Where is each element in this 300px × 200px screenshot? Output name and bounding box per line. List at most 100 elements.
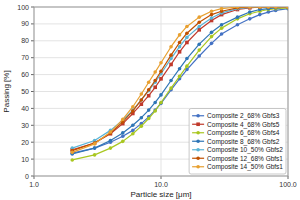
tick-label: 0 bbox=[25, 173, 29, 180]
tick-label: 30 bbox=[21, 122, 29, 129]
series-line bbox=[72, 7, 288, 148]
data-point bbox=[185, 41, 189, 45]
data-point bbox=[140, 124, 144, 128]
series-line bbox=[72, 9, 288, 154]
data-point bbox=[131, 124, 135, 128]
data-point bbox=[178, 41, 182, 45]
legend-label: Composite 6_68% Gbfs4 bbox=[207, 129, 280, 137]
legend-frame bbox=[189, 109, 286, 175]
data-point bbox=[286, 7, 288, 10]
series-line bbox=[72, 7, 288, 154]
legend-marker bbox=[196, 131, 200, 135]
data-point bbox=[267, 7, 271, 9]
x-axis-label: Particle size [μm] bbox=[130, 190, 191, 199]
data-point bbox=[236, 23, 240, 27]
series bbox=[70, 7, 288, 155]
data-point bbox=[220, 26, 224, 30]
grid bbox=[34, 7, 288, 176]
data-point bbox=[153, 70, 157, 74]
data-point bbox=[236, 7, 240, 9]
data-point bbox=[248, 7, 252, 9]
data-point bbox=[140, 102, 144, 106]
data-point bbox=[220, 32, 224, 36]
data-point bbox=[210, 31, 214, 35]
legend-label: Composite 4_68% Gbfs5 bbox=[207, 121, 280, 129]
data-point bbox=[131, 132, 135, 136]
legend-label: Composite 2_68% Gbfs3 bbox=[207, 112, 280, 120]
series bbox=[70, 7, 288, 152]
tick-label: 20 bbox=[21, 139, 29, 146]
data-point bbox=[286, 7, 288, 9]
tick-label: 70 bbox=[21, 54, 29, 61]
tick-label: 40 bbox=[21, 105, 29, 112]
data-point bbox=[286, 7, 288, 9]
data-point bbox=[248, 7, 252, 9]
data-point bbox=[121, 140, 125, 144]
data-point bbox=[93, 153, 97, 157]
data-point bbox=[274, 7, 278, 10]
y-axis-label: Passing [%] bbox=[2, 70, 11, 112]
data-point bbox=[159, 69, 163, 73]
tick-label: 10.0 bbox=[154, 181, 168, 188]
tick-label: 100.0 bbox=[279, 181, 297, 188]
data-point bbox=[248, 10, 252, 14]
data-point bbox=[248, 7, 252, 9]
data-point bbox=[140, 98, 144, 102]
data-point bbox=[185, 25, 189, 29]
data-point bbox=[220, 7, 224, 10]
legend-label: Composite 14_50% Gbfs1 bbox=[207, 163, 283, 171]
data-point bbox=[197, 54, 201, 58]
tick-label: 90 bbox=[21, 20, 29, 27]
series bbox=[70, 7, 288, 154]
data-point bbox=[153, 101, 157, 105]
data-point bbox=[197, 42, 201, 46]
data-point bbox=[121, 134, 125, 138]
data-point bbox=[147, 94, 151, 98]
data-point bbox=[153, 79, 157, 83]
data-point bbox=[248, 7, 252, 10]
legend: Composite 2_68% Gbfs3Composite 4_68% Gbf… bbox=[189, 109, 286, 175]
series bbox=[70, 7, 288, 162]
series bbox=[70, 7, 288, 152]
data-point bbox=[93, 141, 97, 145]
data-point bbox=[159, 77, 163, 81]
series-line bbox=[72, 7, 288, 152]
data-point bbox=[153, 85, 157, 89]
tick-label: 100 bbox=[17, 4, 29, 11]
data-point bbox=[159, 61, 163, 65]
legend-marker bbox=[196, 122, 200, 126]
tick-label: 60 bbox=[21, 71, 29, 78]
data-point bbox=[93, 146, 97, 150]
data-point bbox=[140, 98, 144, 102]
data-point bbox=[147, 117, 151, 121]
data-point bbox=[197, 48, 201, 52]
data-point bbox=[236, 7, 240, 10]
data-point bbox=[121, 131, 125, 135]
data-point bbox=[236, 15, 240, 19]
legend-label: Composite 8_68% Gbfs2 bbox=[207, 138, 280, 146]
data-point bbox=[147, 108, 151, 112]
data-point bbox=[159, 101, 163, 105]
series-line bbox=[72, 8, 288, 160]
data-point bbox=[169, 63, 173, 67]
data-point bbox=[258, 7, 262, 9]
chart: 1.010.0100.00102030405060708090100Partic… bbox=[0, 0, 300, 200]
grid-line bbox=[34, 40, 288, 41]
data-point bbox=[220, 23, 224, 27]
data-point bbox=[159, 93, 163, 97]
plot-frame bbox=[34, 7, 288, 176]
data-point bbox=[93, 146, 97, 150]
data-point bbox=[131, 129, 135, 133]
data-point bbox=[131, 105, 135, 109]
data-point bbox=[258, 13, 262, 17]
legend-marker bbox=[196, 165, 200, 169]
data-point bbox=[286, 7, 288, 9]
data-point bbox=[109, 131, 113, 135]
data-area bbox=[70, 7, 288, 162]
tick-label: 50 bbox=[21, 88, 29, 95]
data-point bbox=[185, 36, 189, 40]
data-point bbox=[267, 7, 271, 9]
legend-marker bbox=[196, 148, 200, 152]
data-point bbox=[178, 67, 182, 71]
data-point bbox=[267, 7, 271, 9]
